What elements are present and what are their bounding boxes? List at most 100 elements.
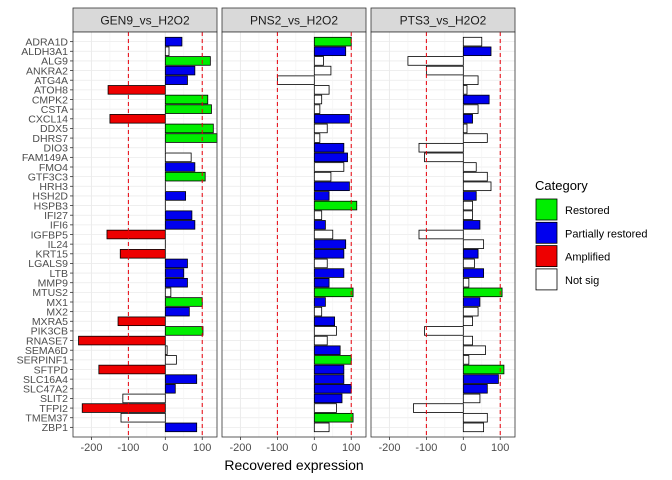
bar-tmem37 [120,412,166,423]
x-tick-label: 0 [311,442,317,454]
bar-zbp1 [164,422,198,433]
bar-fam149a [424,152,464,163]
bar-fam149a [164,152,192,163]
bar-aldh3a1 [313,46,347,57]
y-tick-label: MTUS2 [32,287,68,299]
bar-mmp9 [164,277,188,288]
facet-strip [221,7,367,33]
legend-title: Category [535,178,588,193]
bar-mx2 [313,306,323,317]
bar-mx1 [313,297,326,307]
bar-ifi6 [164,220,196,230]
bar-zbp1 [462,422,485,433]
y-tick-label: IGFBP5 [31,229,69,241]
y-tick-label: MXRA5 [32,316,68,328]
bar-slit2 [462,393,481,404]
bar-slc47a2 [313,384,352,394]
y-tick-label: CSTA [41,104,68,116]
bar-ddx5 [462,123,468,134]
x-axis-title: Recovered expression [224,457,363,473]
bar-ddx5 [313,123,328,134]
bar-slc47a2 [462,384,488,394]
bar-mtus2 [313,287,354,298]
legend-key [535,245,558,268]
y-tick-label: IFI6 [50,220,68,232]
bar-sema6d [462,345,486,355]
y-tick-label: RNASE7 [26,335,68,347]
bar-tfpi2 [81,403,166,413]
bar-igfbp5 [106,229,166,240]
legend-label: Not sig [565,275,599,287]
bar-hsh2d [462,191,477,201]
y-tick-label: ALG9 [41,56,68,68]
bar-cmpk2 [164,94,209,105]
bar-lgals9 [164,258,188,269]
bar-pik3cb [424,326,464,336]
bar-sftpd [462,364,505,375]
bar-tmem37 [313,412,354,423]
bar-krt15 [119,249,166,259]
bar-gtf3c3 [313,171,332,182]
y-tick-label: TMEM37 [25,413,68,425]
panel-border [370,31,516,438]
bar-serpinf1 [313,355,352,365]
bar-igfbp5 [418,229,464,240]
bar-alg9 [313,56,324,66]
y-tick-label: SLC16A4 [23,374,68,386]
bar-rnase7 [313,335,328,346]
facet-strip [370,7,516,33]
y-tick-label: CMPK2 [32,94,68,106]
bar-ifi6 [462,220,481,230]
x-tick-label: -200 [378,442,400,454]
bar-pik3cb [164,326,204,336]
bar-atoh8 [107,85,166,95]
x-tick-label: -200 [80,442,102,454]
bar-hspb3 [313,200,358,211]
bar-cxcl14 [462,114,473,124]
bar-tfpi2 [413,403,464,413]
bar-dio3 [313,142,345,153]
legend-key [535,268,558,291]
bar-sftpd [98,364,166,375]
bar-krt15 [462,249,479,259]
bar-ankra2 [425,65,464,76]
x-tick-label: 100 [193,442,211,454]
y-tick-label: ANKRA2 [26,65,68,77]
bar-fmo4 [313,162,345,172]
y-tick-label: ATG4A [34,75,68,87]
bar-zbp1 [313,422,330,433]
y-tick-label: TFPI2 [39,403,68,415]
bar-cxcl14 [109,114,166,124]
x-tick-label: -200 [229,442,251,454]
bar-ifi27 [313,210,323,220]
bar-atoh8 [462,85,468,95]
y-tick-label: GTF3C3 [28,171,68,183]
y-tick-label: HSH2D [32,191,68,203]
legend-key [535,221,558,244]
bar-hsh2d [313,191,330,201]
bar-adra1d [164,36,183,47]
y-tick-label: ZBP1 [42,422,68,434]
bar-fmo4 [164,162,196,172]
bar-ifi6 [313,220,326,230]
panel-border [221,31,367,438]
facet-title: PNS2_vs_H2O2 [250,14,338,28]
bar-slc16a4 [164,374,198,384]
legend-label: Amplified [565,252,610,264]
bar-igfbp5 [313,229,334,240]
bar-cxcl14 [313,114,350,124]
bar-pik3cb [313,326,337,336]
bar-dio3 [418,142,464,153]
y-tick-label: DDX5 [40,123,68,135]
bar-atg4a [276,75,315,85]
x-tick-label: 0 [460,442,466,454]
bar-tmem37 [462,412,488,423]
bar-cmpk2 [462,94,490,105]
bar-dhrs7 [313,133,321,143]
y-tick-label: ALDH3A1 [21,46,68,58]
y-tick-label: SLC47A2 [23,384,68,396]
bar-fam149a [313,152,348,163]
bar-atg4a [462,75,479,85]
bar-adra1d [313,36,352,47]
facet-title: GEN9_vs_H2O2 [100,14,190,28]
